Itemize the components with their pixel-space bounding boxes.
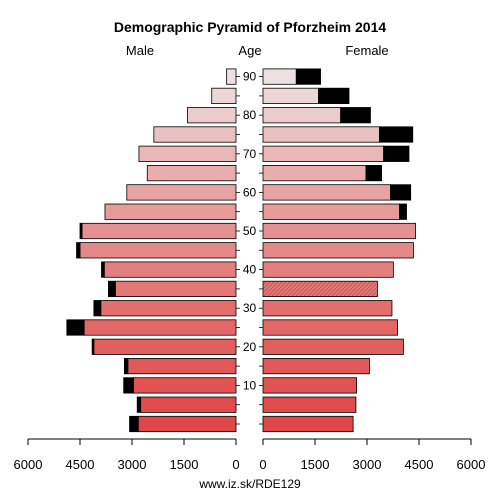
female-bar-75-79 [262,126,380,143]
male-bar-75-79 [153,126,237,143]
male-excess-bar-30-34 [93,300,102,317]
male-label: Male [126,43,154,58]
male-excess-bar-20-24 [91,338,95,355]
male-bar-60-64 [126,184,237,201]
male-x-tick-label-1500: 1500 [170,457,199,472]
male-bar-50-54 [81,222,237,240]
female-label: Female [345,43,388,58]
male-excess-bar-40-44 [101,261,105,278]
female-excess-bar-60-64 [390,184,412,201]
age-tick-label-20: 20 [243,340,257,354]
male-bar-30-34 [100,300,237,317]
male-bar-10-14 [132,377,237,394]
female-bar-55-59 [262,203,400,220]
age-tick-label-10: 10 [243,378,257,392]
age-tick-label-40: 40 [243,263,257,277]
age-tick-label-70: 70 [243,147,257,161]
female-x-tick-label-6000: 6000 [457,457,486,472]
bars-group [66,68,416,433]
age-tick-label-60: 60 [243,185,257,199]
male-x-tick-label-6000: 6000 [14,457,43,472]
male-bar-65-69 [146,164,237,182]
age-tick-label-90: 90 [243,70,257,84]
female-bar-25-29 [262,319,398,336]
female-excess-bar-55-59 [399,203,407,220]
male-bar-45-49 [79,242,237,259]
female-excess-bar-80-84 [340,107,371,124]
axes-group: 10 20 30 40 50 60 70 80 90 6000 4500 3000 1500 0 0 1500… [14,70,486,472]
male-bar-40-44 [103,261,237,278]
male-x-tick-label-4500: 4500 [66,457,95,472]
female-excess-bar-65-69 [365,164,382,182]
male-bar-20-24 [93,338,237,355]
male-excess-bar-15-19 [123,357,129,375]
male-bar-35-39 [114,280,237,298]
male-bar-25-29 [83,319,237,336]
age-tick-label-80: 80 [243,108,257,122]
male-bar-15-19 [127,357,237,375]
female-excess-bar-90+ [295,68,321,85]
female-bar-5-9 [262,396,357,413]
female-x-tick-label-1500: 1500 [301,457,330,472]
male-bar-80-84 [187,107,237,124]
female-bar-90+ [262,68,297,85]
male-bar-0-4 [137,415,237,433]
female-bar-80-84 [262,107,342,124]
female-bar-0-4 [262,415,354,433]
male-excess-bar-50-54 [79,222,83,240]
male-excess-bar-35-39 [108,280,116,298]
male-excess-bar-10-14 [123,377,134,394]
male-bar-85-89 [211,87,237,104]
female-x-tick-label-4500: 4500 [405,457,434,472]
female-x-tick-label-3000: 3000 [353,457,382,472]
female-excess-bar-70-74 [383,145,410,162]
female-bar-50-54 [262,222,416,240]
female-bar-85-89 [262,87,319,104]
female-bar-40-44 [262,261,394,278]
female-bar-45-49 [262,242,414,259]
female-bar-70-74 [262,145,385,162]
female-bar-60-64 [262,184,391,201]
age-label: Age [238,43,261,58]
female-bar-15-19 [262,357,370,375]
male-bar-5-9 [140,396,237,413]
male-bar-70-74 [138,145,237,162]
female-bar-65-69 [262,164,367,182]
age-tick-label-50: 50 [243,224,257,238]
male-x-tick-label-0: 0 [232,457,239,472]
female-excess-bar-85-89 [318,87,350,104]
chart-title: Demographic Pyramid of Pforzheim 2014 [114,19,387,35]
female-excess-bar-75-79 [379,126,414,143]
male-bar-55-59 [104,203,237,220]
male-excess-bar-0-4 [129,415,139,433]
male-excess-bar-25-29 [66,319,85,336]
female-bar-10-14 [262,377,357,394]
male-x-tick-label-3000: 3000 [118,457,147,472]
male-excess-bar-45-49 [76,242,81,259]
male-excess-bar-5-9 [136,396,142,413]
female-bar-30-34 [262,300,393,317]
female-x-tick-label-0: 0 [259,457,266,472]
source-label: www.iz.sk/RDE129 [198,477,301,491]
male-bar-90+ [226,68,237,85]
female-bar-35-39 [262,280,378,298]
age-tick-label-30: 30 [243,301,257,315]
female-bar-20-24 [262,338,404,355]
